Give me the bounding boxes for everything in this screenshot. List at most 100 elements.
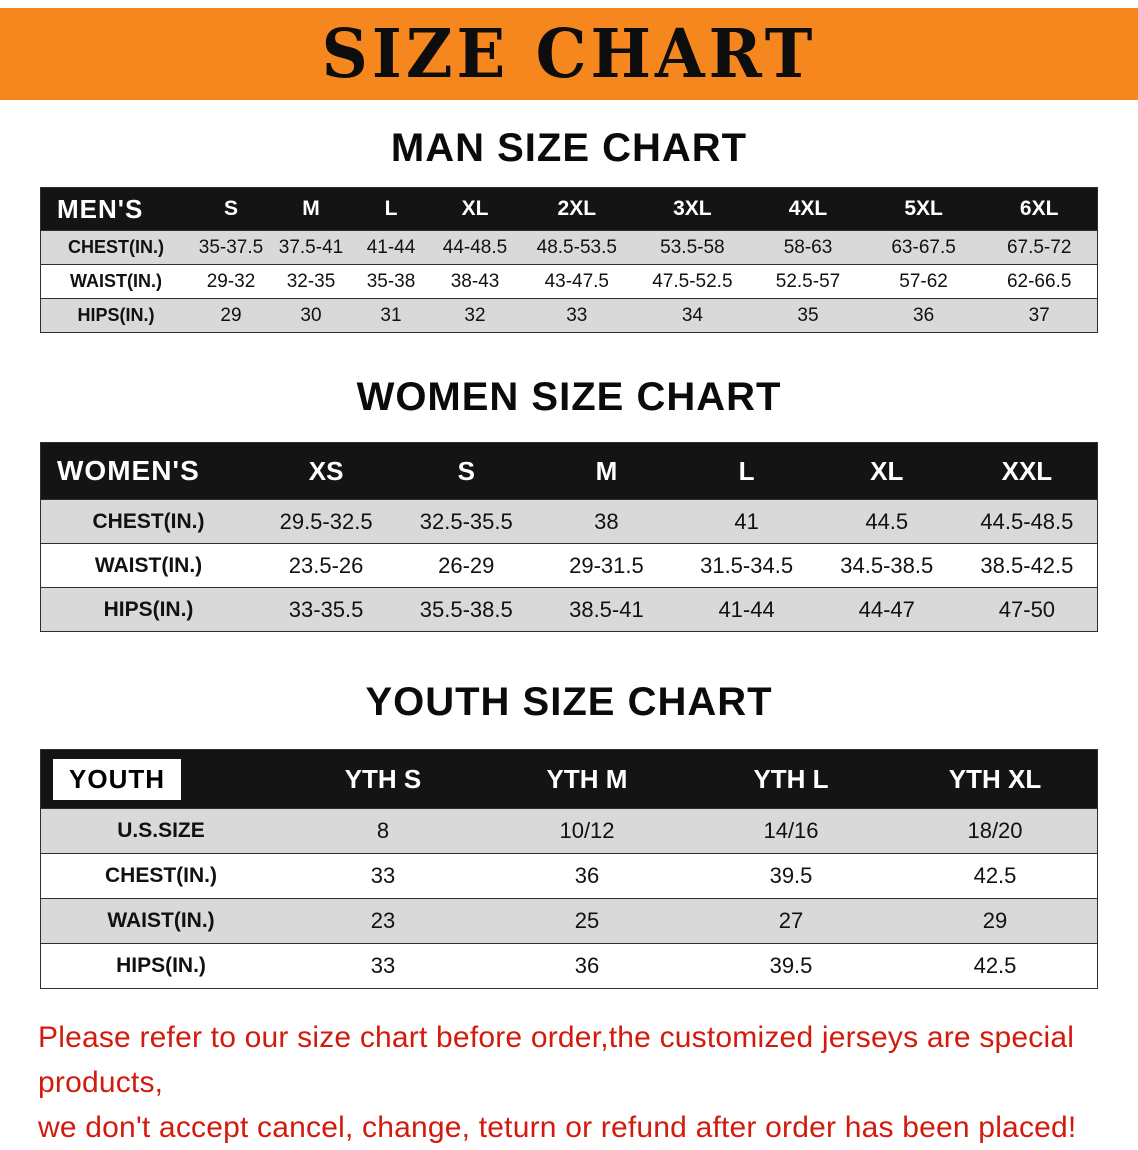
youth-section: YOUTH SIZE CHART YOUTH YTH S YTH M YTH L… [0, 680, 1138, 989]
size-cell: 44.5-48.5 [980, 508, 1074, 534]
size-cell: 29 [982, 908, 1008, 933]
size-cell: 63-67.5 [891, 236, 956, 258]
size-cell: 27 [778, 908, 804, 933]
size-cell: 37 [1028, 304, 1050, 326]
women-header-size-xl: XL [870, 455, 904, 486]
row-label: CHEST(IN.) [68, 237, 164, 257]
men-header-size-xl: XL [461, 197, 489, 220]
disclaimer-line-2: we don't accept cancel, change, teturn o… [38, 1111, 1077, 1144]
size-cell: 30 [300, 304, 322, 326]
size-cell: 8 [376, 818, 390, 843]
size-cell: 31.5-34.5 [700, 552, 794, 578]
men-header-size-m: M [302, 197, 320, 220]
size-cell: 32 [464, 304, 486, 326]
women-header-size-m: M [595, 455, 618, 486]
youth-header-size-m: YTH M [546, 763, 628, 794]
women-header-size-xs: XS [308, 455, 344, 486]
women-section: WOMEN SIZE CHART WOMEN'S XS S M L XL XXL… [0, 375, 1138, 632]
size-cell: 33-35.5 [288, 596, 364, 622]
youth-header-size-xl: YTH XL [948, 763, 1042, 794]
size-cell: 38.5-41 [569, 596, 644, 622]
men-section-heading: MAN SIZE CHART [390, 126, 748, 170]
size-cell: 25 [574, 908, 600, 933]
size-cell: 44-47 [858, 596, 915, 622]
size-cell: 44.5 [865, 508, 909, 534]
row-label: CHEST(IN.) [92, 509, 205, 533]
size-cell: 14/16 [763, 818, 819, 843]
size-cell: 29-31.5 [569, 552, 644, 578]
size-cell: 32.5-35.5 [419, 508, 513, 534]
size-cell: 34 [681, 304, 703, 326]
size-cell: 38 [594, 508, 619, 534]
men-header-size-s: S [223, 197, 238, 220]
page-title: SIZE CHART [321, 14, 817, 94]
youth-chest-row: CHEST(IN.) 33 36 39.5 42.5 [41, 853, 1097, 898]
women-header-size-l: L [738, 455, 755, 486]
youth-header-label: YOUTH [41, 758, 281, 800]
youth-table-header-row: YOUTH YTH S YTH M YTH L YTH XL [41, 750, 1097, 808]
size-cell: 58-63 [783, 236, 833, 258]
women-header-size-xxl: XXL [1001, 455, 1053, 486]
banner: SIZE CHART [0, 8, 1138, 100]
youth-size-table: YOUTH YTH S YTH M YTH L YTH XL U.S.SIZE … [40, 749, 1098, 989]
size-cell: 32-35 [286, 270, 336, 292]
size-cell: 38.5-42.5 [980, 552, 1074, 578]
size-cell: 31 [380, 304, 402, 326]
women-header-size-s: S [457, 455, 475, 486]
men-header-size-2xl: 2XL [557, 197, 597, 220]
size-cell: 52.5-57 [775, 270, 841, 292]
men-hips-row: HIPS(IN.) 29 30 31 32 33 34 35 36 37 [41, 298, 1097, 332]
size-cell: 47-50 [998, 596, 1056, 622]
youth-header-size-l: YTH L [753, 763, 829, 794]
size-cell: 23.5-26 [288, 552, 364, 578]
size-cell: 57-62 [899, 270, 948, 292]
size-cell: 43-47.5 [544, 270, 610, 292]
row-label: WAIST(IN.) [107, 909, 215, 932]
size-cell: 29.5-32.5 [279, 508, 373, 534]
men-header-size-5xl: 5XL [904, 197, 943, 220]
size-cell: 53.5-58 [660, 236, 725, 258]
men-waist-row: WAIST(IN.) 29-32 32-35 35-38 38-43 43-47… [41, 264, 1097, 298]
youth-hips-row: HIPS(IN.) 33 36 39.5 42.5 [41, 943, 1097, 988]
size-cell: 18/20 [967, 818, 1023, 843]
row-label: WAIST(IN.) [94, 553, 203, 577]
size-cell: 48.5-53.5 [536, 236, 617, 258]
size-cell: 38-43 [450, 270, 500, 292]
youth-waist-row: WAIST(IN.) 23 25 27 29 [41, 898, 1097, 943]
women-waist-row: WAIST(IN.) 23.5-26 26-29 29-31.5 31.5-34… [41, 543, 1097, 587]
size-cell: 23 [370, 908, 396, 933]
size-cell: 35-38 [366, 270, 416, 292]
men-size-table: MEN'S S M L XL 2XL 3XL 4XL 5XL 6XL CHEST… [40, 187, 1098, 333]
men-section: MAN SIZE CHART MEN'S S M L XL 2XL 3XL 4X… [0, 126, 1138, 333]
size-cell: 33 [370, 953, 396, 978]
size-cell: 36 [574, 953, 600, 978]
women-header-label: WOMEN'S [57, 455, 200, 486]
men-chest-row: CHEST(IN.) 35-37.5 37.5-41 41-44 44-48.5… [41, 230, 1097, 264]
youth-header-chip: YOUTH [53, 758, 181, 800]
row-label: HIPS(IN.) [77, 305, 155, 325]
size-cell: 39.5 [769, 953, 813, 978]
women-hips-row: HIPS(IN.) 33-35.5 35.5-38.5 38.5-41 41-4… [41, 587, 1097, 631]
size-cell: 44-48.5 [442, 236, 508, 258]
men-header-size-3xl: 3XL [673, 197, 712, 220]
size-cell: 41 [734, 508, 759, 534]
size-cell: 29-32 [206, 270, 256, 292]
women-section-heading: WOMEN SIZE CHART [356, 375, 782, 419]
size-cell: 36 [913, 304, 935, 326]
size-cell: 47.5-52.5 [652, 270, 733, 292]
size-cell: 39.5 [769, 863, 813, 888]
size-cell: 35-37.5 [198, 236, 264, 258]
size-cell: 42.5 [973, 863, 1017, 888]
men-header-size-6xl: 6XL [1019, 197, 1059, 220]
size-cell: 37.5-41 [278, 236, 344, 258]
women-table-header-row: WOMEN'S XS S M L XL XXL [41, 443, 1097, 499]
disclaimer-line-1: Please refer to our size chart before or… [38, 1021, 1075, 1099]
women-size-table: WOMEN'S XS S M L XL XXL CHEST(IN.) 29.5-… [40, 442, 1098, 632]
men-header-size-4xl: 4XL [788, 197, 828, 220]
women-chest-row: CHEST(IN.) 29.5-32.5 32.5-35.5 38 41 44.… [41, 499, 1097, 543]
size-cell: 10/12 [559, 818, 615, 843]
size-cell: 67.5-72 [1006, 236, 1072, 258]
size-cell: 33 [370, 863, 396, 888]
size-cell: 34.5-38.5 [840, 552, 934, 578]
row-label: U.S.SIZE [117, 819, 205, 842]
